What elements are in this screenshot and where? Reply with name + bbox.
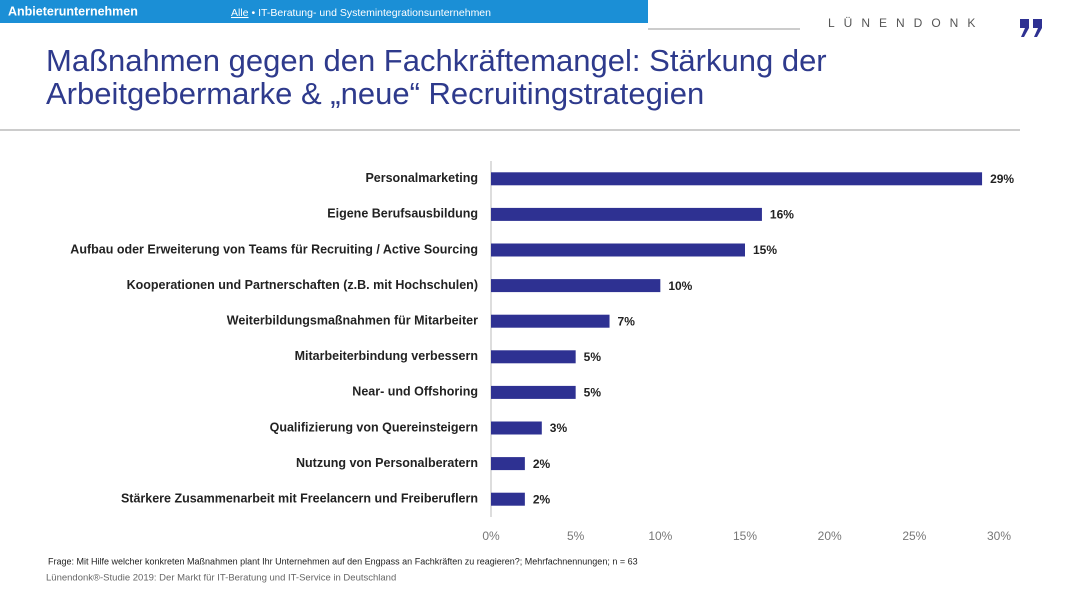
bar — [491, 385, 576, 399]
bar — [491, 243, 745, 257]
x-tick-label: 15% — [733, 529, 757, 543]
chart-title: Maßnahmen gegen den Fachkräftemangel: St… — [46, 44, 827, 111]
logo-mark — [1020, 19, 1042, 37]
x-tick-label: 5% — [567, 529, 585, 543]
x-tick-label: 30% — [987, 529, 1011, 543]
y-tick-label: Personalmarketing — [365, 171, 478, 185]
bar — [491, 421, 542, 435]
value-label: 29% — [990, 172, 1014, 186]
value-label: 10% — [668, 279, 692, 293]
filter-link[interactable]: Alle — [231, 7, 249, 19]
value-label: 15% — [753, 243, 777, 257]
bar — [491, 457, 525, 471]
bar — [491, 279, 661, 293]
header-bar — [0, 0, 648, 23]
y-tick-label: Near- und Offshoring — [352, 385, 478, 399]
title-box: Maßnahmen gegen den Fachkräftemangel: St… — [46, 44, 827, 111]
bar — [491, 492, 525, 506]
logo: LÜNENDONK — [828, 16, 984, 30]
bar — [491, 314, 610, 328]
y-tick-label: Aufbau oder Erweiterung von Teams für Re… — [70, 242, 478, 256]
value-label: 16% — [770, 208, 794, 222]
value-label: 5% — [584, 350, 602, 364]
source: Lünendonk®-Studie 2019: Der Markt für IT… — [46, 573, 396, 584]
x-tick-label: 25% — [902, 529, 926, 543]
value-label: 3% — [550, 421, 568, 435]
y-tick-label: Kooperationen und Partnerschaften (z.B. … — [127, 278, 478, 292]
y-tick-label: Stärkere Zusammenarbeit mit Freelancern … — [121, 491, 478, 505]
y-tick-label: Weiterbildungsmaßnahmen für Mitarbeiter — [227, 313, 478, 327]
bar — [491, 350, 576, 364]
y-tick-label: Mitarbeiterbindung verbessern — [295, 349, 478, 363]
y-tick-label: Qualifizierung von Quereinsteigern — [270, 420, 478, 434]
bar — [491, 172, 983, 186]
value-label: 7% — [618, 314, 636, 328]
value-label: 2% — [533, 492, 551, 506]
x-tick-label: 10% — [648, 529, 672, 543]
y-tick-label: Nutzung von Personalberatern — [296, 456, 478, 470]
header-filter: Alle • IT-Beratung- und Systemintegration… — [231, 7, 491, 19]
y-tick-label: Eigene Berufsausbildung — [327, 207, 478, 221]
x-tick-label: 0% — [482, 529, 500, 543]
header-section: Anbieterunternehmen — [8, 4, 138, 18]
value-label: 2% — [533, 457, 551, 471]
filter-text: • IT-Beratung- und Systemintegrationsunt… — [252, 7, 492, 19]
footnote: Frage: Mit Hilfe welcher konkreten Maßna… — [48, 556, 638, 566]
value-label: 5% — [584, 386, 602, 400]
x-tick-label: 20% — [818, 529, 842, 543]
bar — [491, 207, 762, 221]
